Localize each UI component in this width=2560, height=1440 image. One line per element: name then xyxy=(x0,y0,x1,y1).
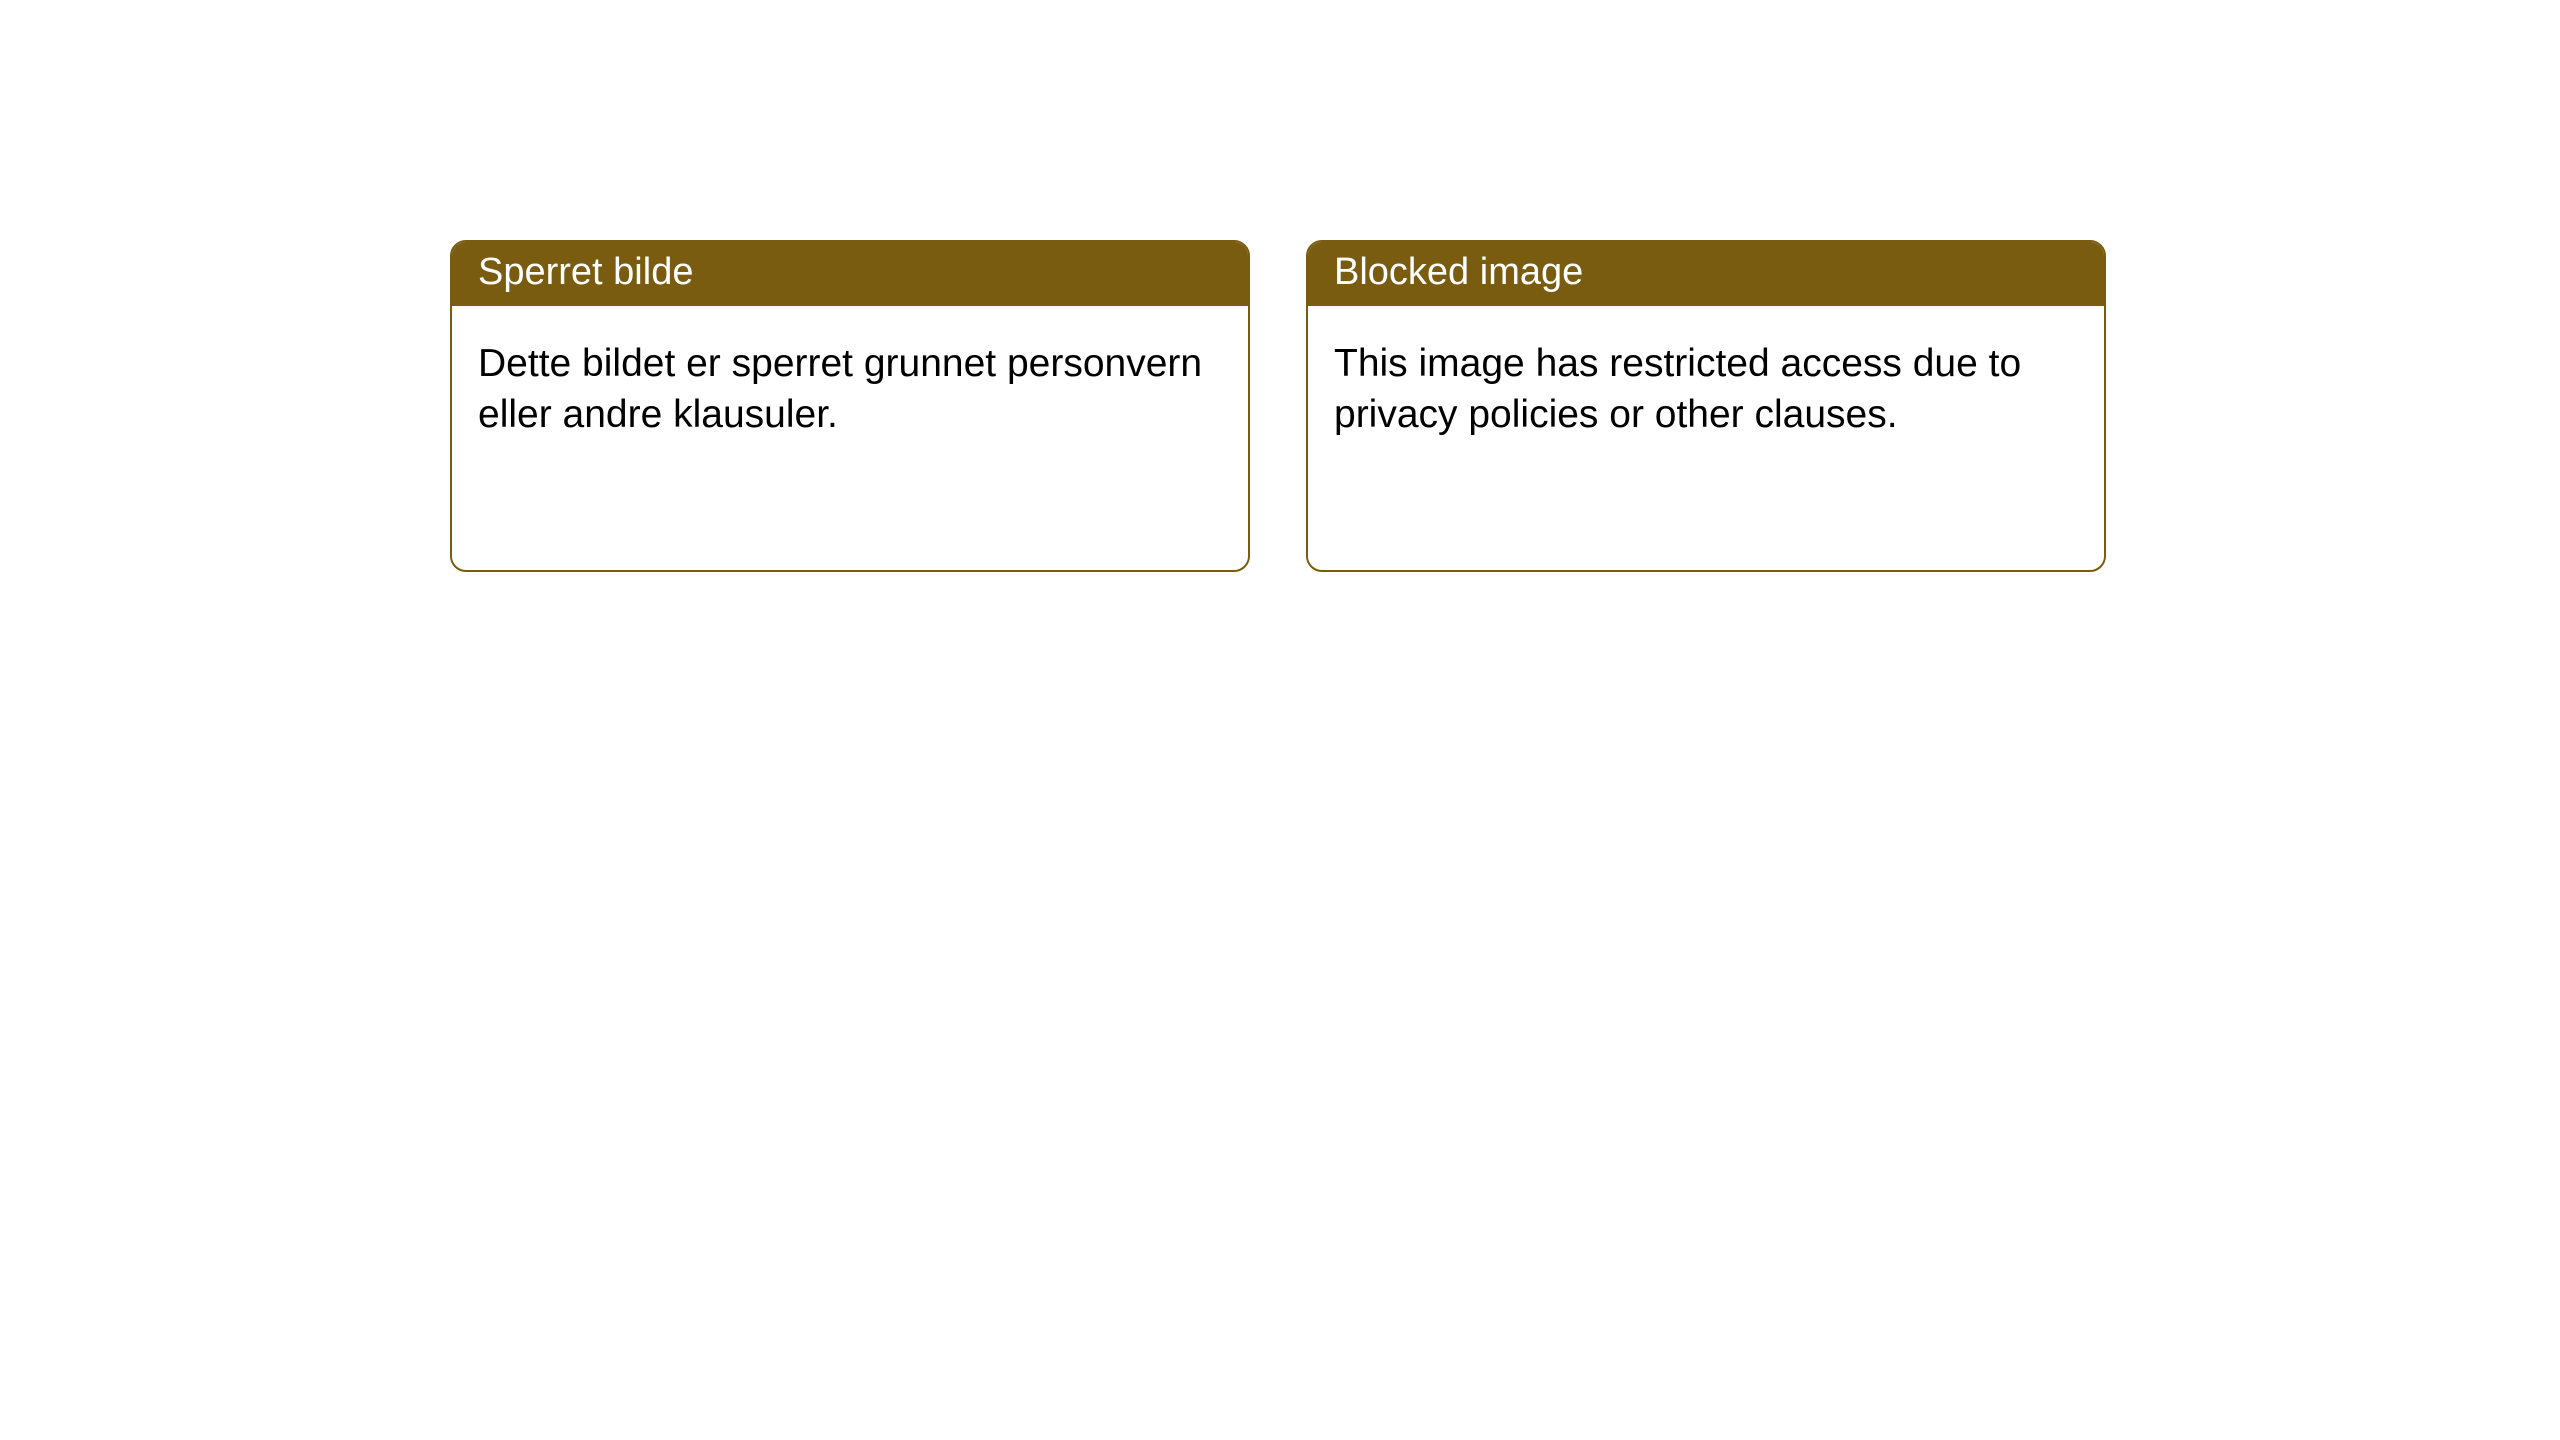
card-title-no: Sperret bilde xyxy=(452,242,1248,306)
card-title-en: Blocked image xyxy=(1308,242,2104,306)
blocked-image-card-en: Blocked image This image has restricted … xyxy=(1306,240,2106,572)
card-body-en: This image has restricted access due to … xyxy=(1308,306,2104,473)
blocked-image-card-no: Sperret bilde Dette bildet er sperret gr… xyxy=(450,240,1250,572)
card-body-no: Dette bildet er sperret grunnet personve… xyxy=(452,306,1248,473)
notice-container: Sperret bilde Dette bildet er sperret gr… xyxy=(0,0,2560,572)
